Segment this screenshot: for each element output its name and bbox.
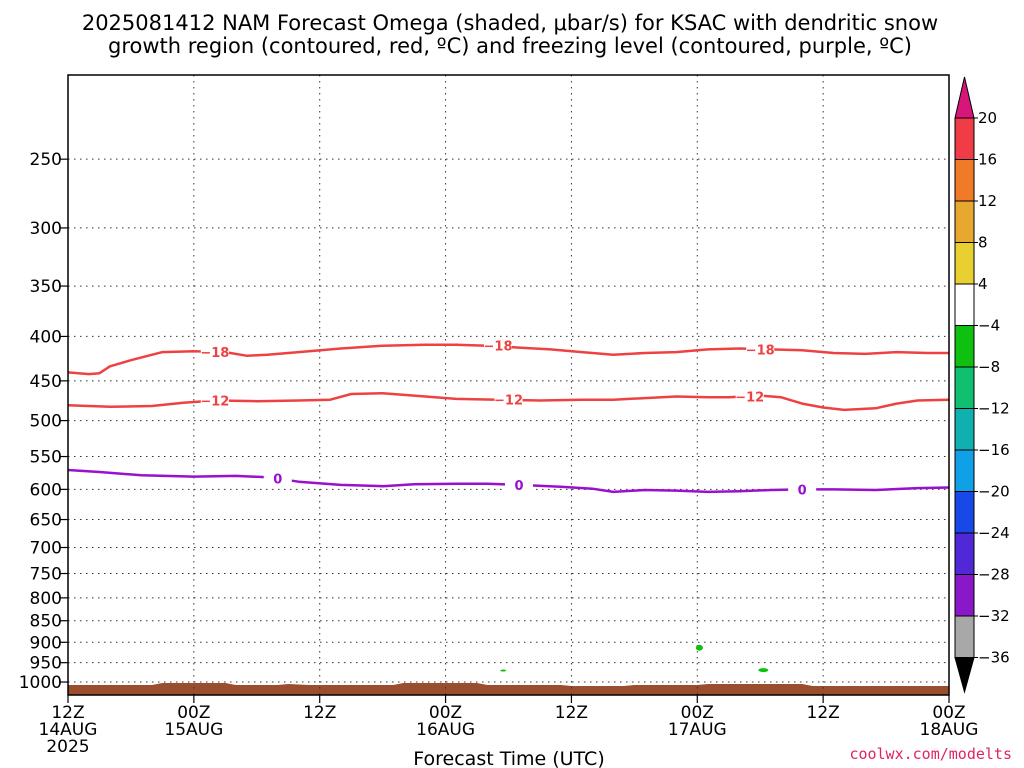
colorbar-label: 20	[978, 109, 997, 127]
colorbar-segment	[954, 283, 975, 326]
contour-label-bg	[746, 341, 775, 357]
colorbar-segment	[954, 449, 975, 492]
colorbar-label: 16	[978, 151, 997, 169]
x-tick-label-12-1: 00Z	[177, 703, 210, 723]
x-axis-label: Forecast Time (UTC)	[413, 748, 604, 768]
contour-label: −12	[735, 390, 764, 405]
omega-shading	[500, 644, 769, 673]
contour-label-bg	[263, 470, 292, 486]
colorbar-segment	[954, 574, 975, 617]
colorbar-segment	[954, 117, 975, 160]
x-tick-label-24-1: 12Z	[303, 703, 336, 723]
y-tick-label-1000: 1000	[19, 673, 62, 693]
x-tick-label-60-2: 17AUG	[668, 720, 727, 740]
y-tick-label-650: 650	[30, 511, 62, 531]
x-tick-label-84-1: 00Z	[932, 703, 965, 723]
contour-label: −18	[200, 346, 229, 361]
x-tick-label-0-1: 12Z	[51, 703, 84, 723]
y-tick-label-850: 850	[30, 612, 62, 632]
colorbar-segment	[954, 615, 975, 658]
colorbar-label: −20	[978, 483, 1010, 501]
colorbar-label: 12	[978, 192, 997, 210]
chart-title-line-2: growth region (contoured, red, ºC) and f…	[108, 34, 912, 58]
colorbar-bottom-arrow	[954, 657, 975, 694]
y-tick-label-750: 750	[30, 565, 62, 585]
x-tick-label-0-3: 2025	[46, 737, 89, 757]
contour-label-bg	[788, 481, 817, 497]
contour-label: 0	[273, 473, 282, 488]
contour-line	[67, 391, 950, 412]
x-tick-label-60-1: 00Z	[681, 703, 714, 723]
grid-lines	[67, 75, 950, 695]
y-tick-label-900: 900	[30, 633, 62, 653]
y-tick-label-350: 350	[30, 277, 62, 297]
x-tick-label-72-1: 12Z	[807, 703, 840, 723]
x-tick-label-0-2: 14AUG	[39, 720, 98, 740]
contour-label: −12	[494, 394, 523, 409]
colorbar-segment	[954, 491, 975, 534]
colorbar-segment	[954, 325, 975, 368]
colorbar-label: −16	[978, 441, 1010, 459]
credit-link[interactable]: coolwx.com/modelts	[849, 745, 1012, 763]
y-tick-label-600: 600	[30, 480, 62, 500]
colorbar-label: −8	[978, 358, 1000, 376]
colorbar-label: −24	[978, 524, 1010, 542]
colorbar-label: 4	[978, 275, 988, 293]
y-tick-label-700: 700	[30, 538, 62, 558]
colorbar-label: −36	[978, 649, 1010, 667]
contour-label: −18	[484, 340, 513, 355]
y-tick-label-500: 500	[30, 412, 62, 432]
x-tick-label-36-2: 16AUG	[416, 720, 475, 740]
x-tick-label-36-1: 00Z	[429, 703, 462, 723]
contour-label-bg	[735, 388, 764, 404]
y-tick-label-300: 300	[30, 219, 62, 239]
colorbar-segment	[954, 408, 975, 451]
contour-label-bg	[494, 391, 523, 407]
contour-label-bg	[484, 337, 513, 353]
chart-title-line-1: 2025081412 NAM Forecast Omega (shaded, μ…	[82, 11, 938, 35]
colorbar-label: −32	[978, 607, 1010, 625]
colorbar-segment	[954, 242, 975, 285]
colorbar-label: −28	[978, 566, 1010, 584]
omega-blob	[500, 669, 507, 672]
x-tick-label-12-2: 15AUG	[164, 720, 223, 740]
x-tick-label-84-2: 18AUG	[920, 720, 979, 740]
colorbar-segment	[954, 200, 975, 243]
ground-terrain	[68, 683, 949, 695]
y-tick-label-800: 800	[30, 589, 62, 609]
contour-lines: −18 −18 −18 −12 −12 −12 0 0 0	[67, 337, 950, 498]
y-tick-label-550: 550	[30, 448, 62, 468]
colorbar-label: −4	[978, 317, 1000, 335]
colorbar-top-arrow	[954, 76, 975, 119]
y-axis-ticks: 2503003504004505005506006507007508008509…	[19, 150, 68, 693]
colorbar-segment	[954, 366, 975, 409]
contour-label-bg	[200, 392, 229, 408]
y-tick-label-400: 400	[30, 327, 62, 347]
omega-blob	[758, 668, 769, 673]
colorbar: 20 16 12 8 4 −4 −8 −12 −16 −20 −24 −28 −32 −36	[954, 76, 1010, 694]
contour-label: −18	[746, 343, 775, 358]
contour-label-bg	[200, 344, 229, 360]
contour-label: 0	[514, 479, 523, 494]
y-tick-label-450: 450	[30, 372, 62, 392]
y-tick-label-250: 250	[30, 150, 62, 170]
contour-label-bg	[504, 476, 533, 492]
colorbar-segment	[954, 532, 975, 575]
colorbar-segment	[954, 159, 975, 202]
contour-label: 0	[798, 483, 807, 498]
colorbar-label: 8	[978, 234, 988, 252]
contour-label: −12	[200, 394, 229, 409]
colorbar-label: −12	[978, 400, 1010, 418]
ground-fill	[68, 683, 949, 695]
plot-frame	[67, 74, 950, 696]
x-tick-label-48-1: 12Z	[555, 703, 588, 723]
y-tick-label-950: 950	[30, 654, 62, 674]
omega-blob	[695, 644, 703, 651]
